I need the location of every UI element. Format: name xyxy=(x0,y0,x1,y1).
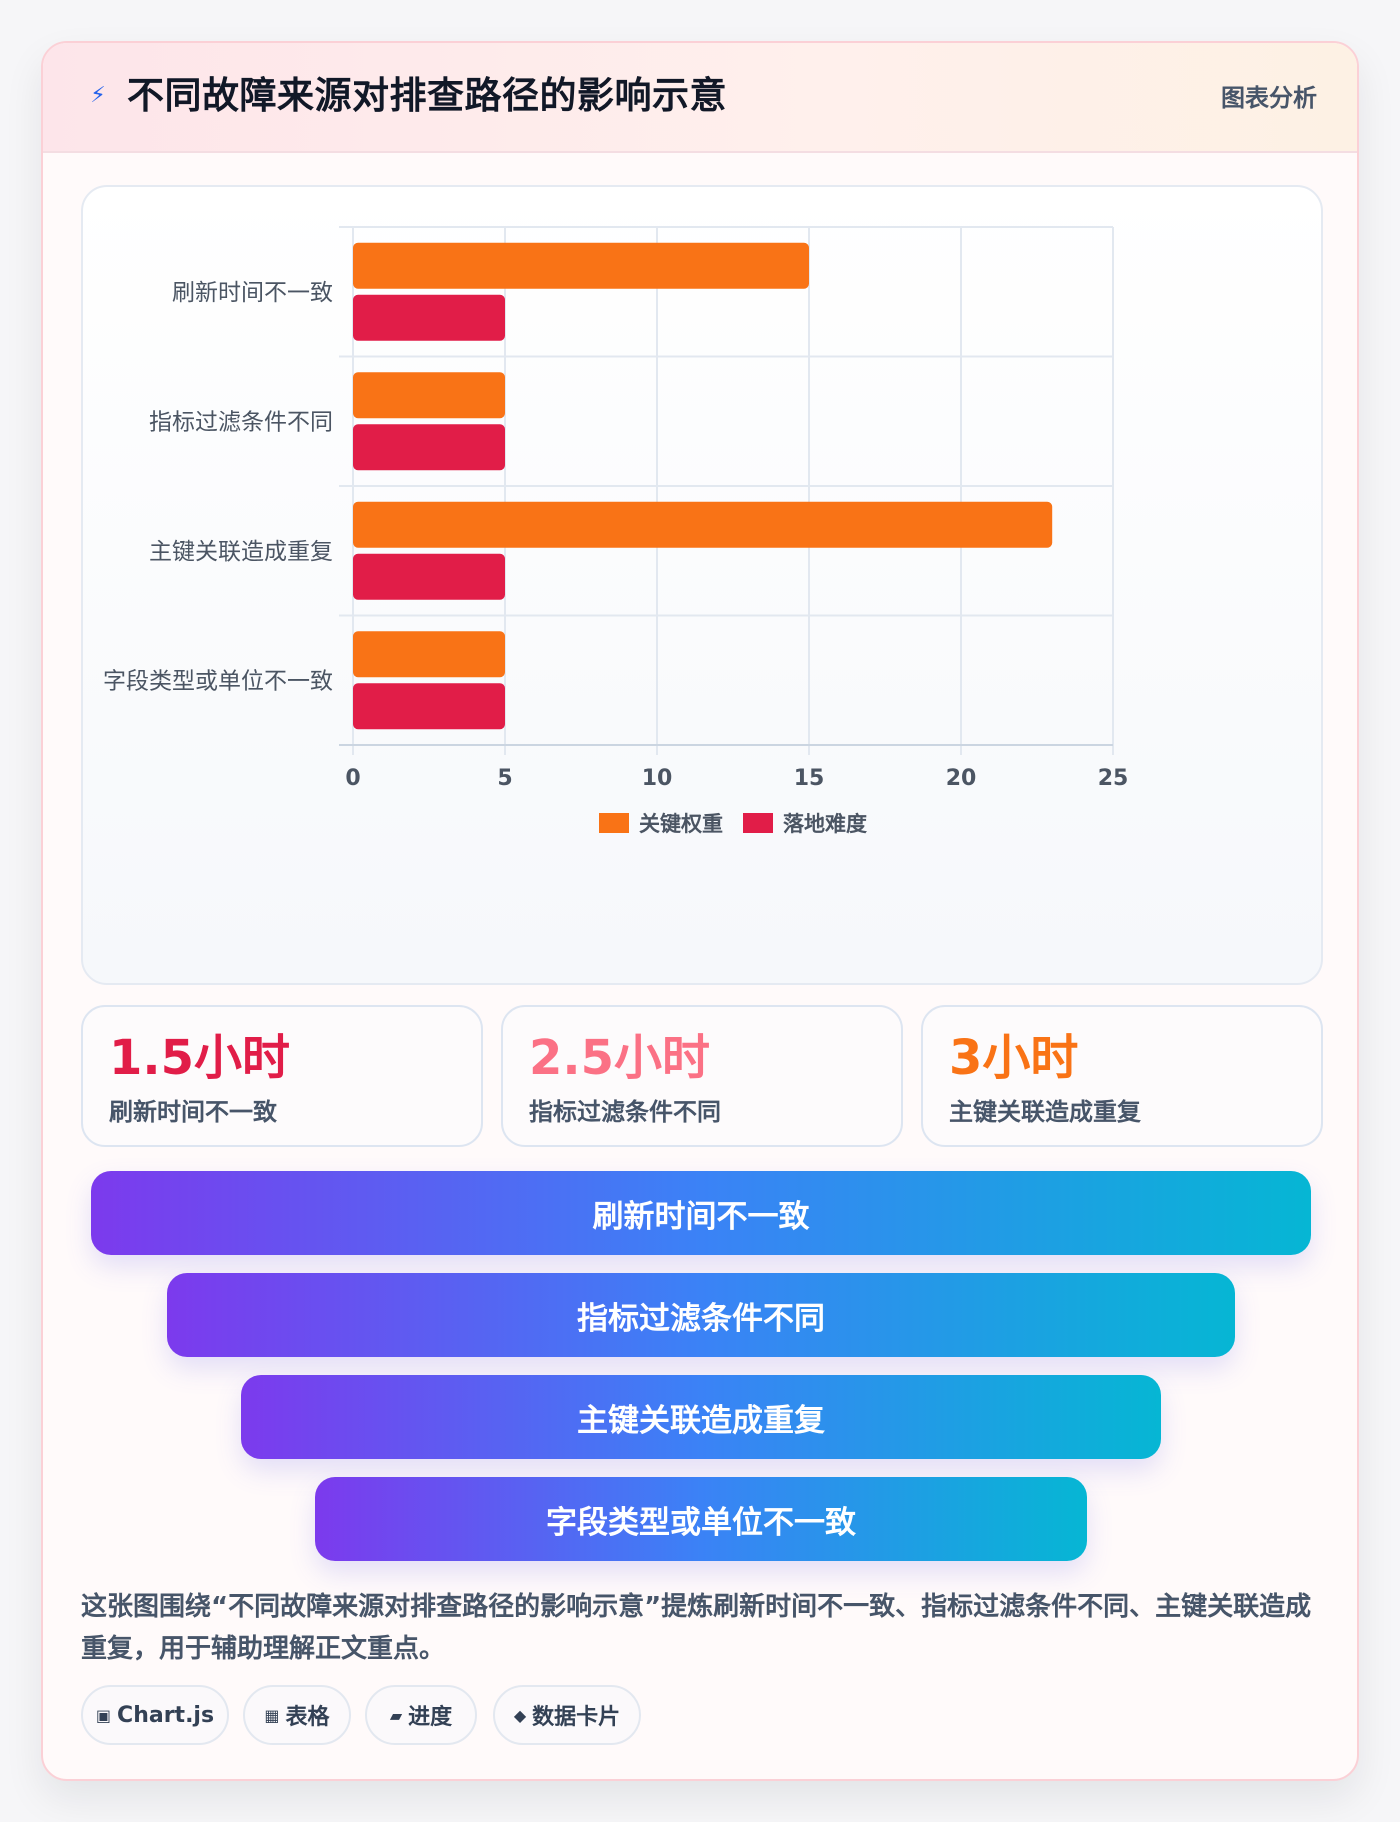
chart-description: 这张图围绕“不同故障来源对排查路径的影响示意”提炼刷新时间不一致、指标过滤条件不… xyxy=(81,1592,1312,1664)
funnel-stage-3: 主键关联造成重复 xyxy=(241,1375,1161,1459)
badge-table[interactable]: ▦ 表格 xyxy=(243,1685,351,1745)
legend-swatch xyxy=(743,813,773,833)
table-icon: ▦ xyxy=(264,1705,280,1725)
stat-value: 1.5小时 xyxy=(109,1030,291,1086)
badge-label: 进度 xyxy=(408,1705,453,1730)
stat-value: 3小时 xyxy=(949,1030,1079,1086)
stat-label: 刷新时间不一致 xyxy=(109,1098,277,1126)
stat-card-2: 2.5小时 指标过滤条件不同 xyxy=(501,1005,903,1147)
bar xyxy=(353,553,505,600)
x-tick-label: 0 xyxy=(345,766,360,791)
stat-value: 2.5小时 xyxy=(529,1030,711,1086)
badge-chartjs[interactable]: ▣ Chart.js xyxy=(81,1685,229,1745)
x-tick-label: 15 xyxy=(794,766,825,791)
chart-panel: 0 5 10 15 20 25 刷新时间不一致指标过滤条件不同 主键关联造成重复字段类型或单位… xyxy=(81,185,1323,985)
lightning-icon: ⚡ xyxy=(90,83,106,108)
bar xyxy=(353,372,505,419)
bar-chart: 0 5 10 15 20 25 刷新时间不一致指标过滤条件不同主键关联造成重复字段类型或单位… xyxy=(103,226,1129,836)
page-title: 不同故障来源对排查路径的影响示意 xyxy=(127,74,727,117)
y-category-label: 主键关联造成重复 xyxy=(149,539,333,565)
bar xyxy=(353,631,505,678)
stat-label: 指标过滤条件不同 xyxy=(529,1098,721,1126)
diamond-icon: ◆ xyxy=(513,1705,527,1725)
badge-data-card[interactable]: ◆ 数据卡片 xyxy=(493,1685,641,1745)
legend-swatch xyxy=(599,813,629,833)
badge-label: 数据卡片 xyxy=(532,1705,621,1730)
badge-label: Chart.js xyxy=(117,1702,215,1728)
progress-icon: ▰ xyxy=(389,1705,403,1725)
x-tick-label: 10 xyxy=(642,766,673,791)
bar xyxy=(353,294,505,341)
x-tick-label: 5 xyxy=(497,766,512,791)
bar xyxy=(353,683,505,730)
bar xyxy=(353,424,505,471)
funnel-stage-4: 字段类型或单位不一致 xyxy=(315,1477,1087,1561)
stat-card-3: 3小时 主键关联造成重复 xyxy=(921,1005,1323,1147)
badge-label: 表格 xyxy=(285,1705,330,1730)
stat-label: 主键关联造成重复 xyxy=(949,1098,1141,1126)
legend-label: 关键权重 xyxy=(639,812,723,836)
funnel-stage-2: 指标过滤条件不同 xyxy=(167,1273,1235,1357)
chart-icon: ▣ xyxy=(95,1705,112,1725)
card-header: ⚡ 不同故障来源对排查路径的影响示意 图表分析 xyxy=(43,43,1357,153)
stat-card-1: 1.5小时 刷新时间不一致 xyxy=(81,1005,483,1147)
y-category-label: 刷新时间不一致 xyxy=(172,280,333,306)
badge-progress[interactable]: ▰ 进度 xyxy=(365,1685,477,1745)
legend-label: 落地难度 xyxy=(783,812,867,836)
bar xyxy=(353,501,1053,548)
y-category-label: 字段类型或单位不一致 xyxy=(103,668,333,694)
x-tick-label: 20 xyxy=(946,766,977,791)
y-category-label: 指标过滤条件不同 xyxy=(149,409,333,435)
chart-card: ⚡ 不同故障来源对排查路径的影响示意 图表分析 0 5 10 15 20 25 刷新时间不一… xyxy=(41,41,1359,1781)
bar xyxy=(353,242,809,289)
funnel-stage-1: 刷新时间不一致 xyxy=(91,1171,1311,1255)
x-tick-label: 25 xyxy=(1098,766,1129,791)
header-tag: 图表分析 xyxy=(1221,84,1317,112)
